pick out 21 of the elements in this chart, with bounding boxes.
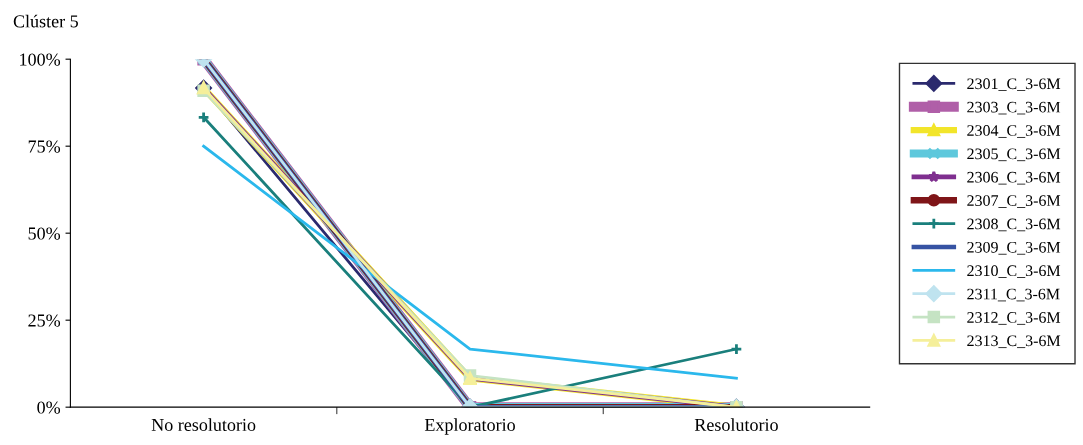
y-tick-label: 25% <box>28 314 61 327</box>
legend-label: 2309_C_3-6M <box>967 241 1061 255</box>
legend-label: 2306_C_3-6M <box>967 171 1061 185</box>
y-tick-label: 0% <box>37 401 61 414</box>
legend-label: 2305_C_3-6M <box>967 148 1061 162</box>
y-tick-label: 75% <box>28 140 61 153</box>
legend-label: 2304_C_3-6M <box>967 125 1061 138</box>
legend-label: 2311_C_3-6M <box>967 288 1060 302</box>
legend-label: 2310_C_3-6M <box>967 265 1061 278</box>
y-tick-label: 100% <box>20 53 61 66</box>
y-tick-label: 50% <box>28 227 61 240</box>
chart-title: Clúster 5 <box>13 14 78 28</box>
legend-label: 2312_C_3-6M <box>967 312 1061 325</box>
x-tick-label: No resolutorio <box>151 418 256 431</box>
x-tick-label: Exploratorio <box>424 418 515 435</box>
legend-label: 2303_C_3-6M <box>967 101 1061 115</box>
x-tick-label: Resolutorio <box>694 418 778 431</box>
legend-label: 2307_C_3-6M <box>967 195 1061 208</box>
legend-label: 2301_C_3-6M <box>967 78 1061 92</box>
legend-label: 2313_C_3-6M <box>967 335 1061 349</box>
legend-label: 2308_C_3-6M <box>967 218 1061 232</box>
